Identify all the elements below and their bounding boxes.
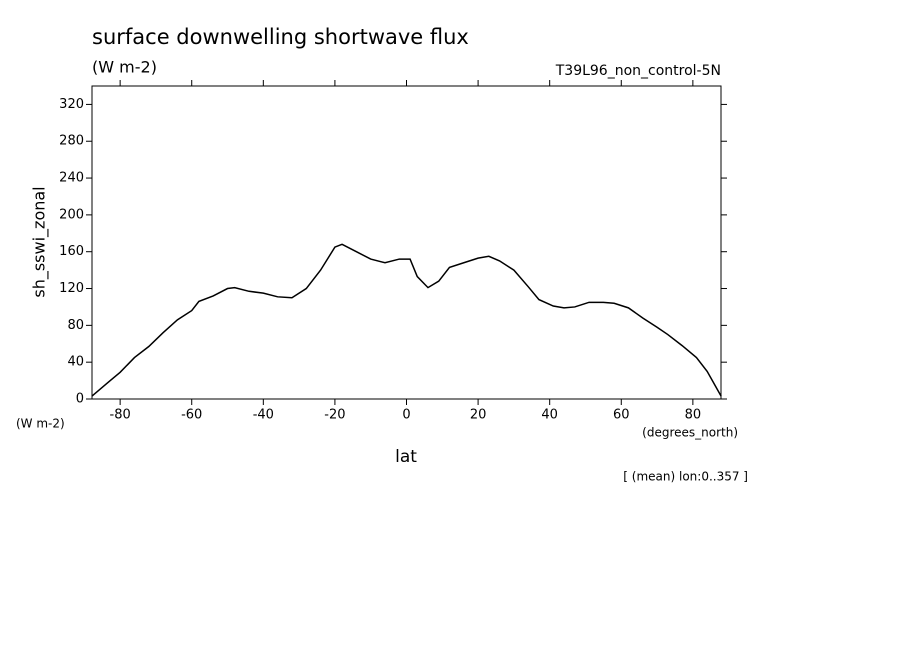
y-tick-label: 320 [59,97,84,112]
data-line [91,243,722,397]
x-tick-label: -60 [181,408,202,423]
y-tick-label: 40 [67,355,84,370]
x-tick-label: -40 [253,408,274,423]
y-units: (W m-2) [16,417,65,431]
plot-frame [91,85,722,400]
x-tick-label: 20 [470,408,487,423]
annotation: T39L96_non_control-5N [555,63,721,79]
y-tick-label: 200 [59,207,84,222]
x-tick-label: 40 [541,408,558,423]
x-tick-label: 80 [685,408,702,423]
y-tick-label: 280 [59,134,84,149]
chart-title: surface downwelling shortwave flux [92,25,469,49]
y-axis-label: sh_sswi_zonal [30,186,50,297]
y-tick-label: 0 [76,392,84,407]
chart-subtitle: (W m-2) [92,58,157,77]
note: [ (mean) lon:0..357 ] [623,470,748,484]
y-tick-label: 240 [59,171,84,186]
y-tick-label: 160 [59,244,84,259]
y-tick-label: 120 [59,281,84,296]
x-tick-label: 60 [613,408,630,423]
x-units: (degrees_north) [642,426,738,440]
x-tick-label: -20 [324,408,345,423]
y-tick-label: 80 [67,318,84,333]
x-tick-label: -80 [110,408,131,423]
x-axis-label: lat [395,447,417,467]
x-tick-label: 0 [402,408,410,423]
